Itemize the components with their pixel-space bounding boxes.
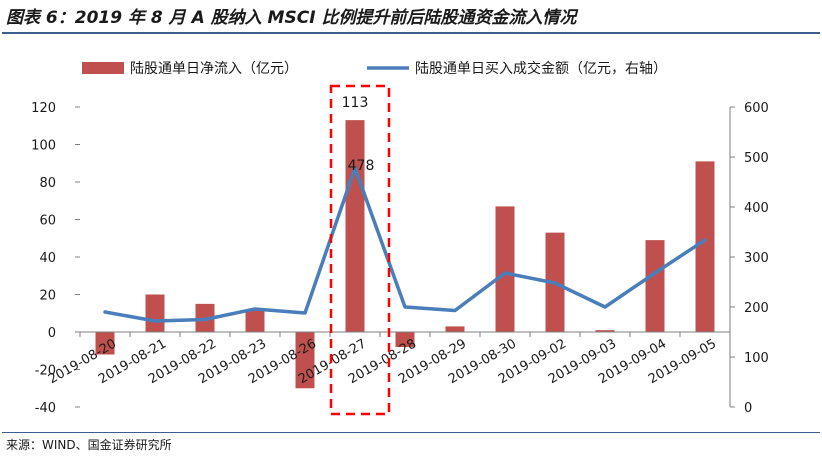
right-axis-tick-label: 200 xyxy=(744,301,769,316)
bar xyxy=(645,240,665,332)
left-axis-tick-label: -20 xyxy=(35,364,56,379)
figure-title: 图表 6：2019 年 8 月 A 股纳入 MSCI 比例提升前后陆股通资金流入… xyxy=(6,8,577,28)
bar xyxy=(695,161,715,332)
source-note: 来源：WIND、国金证券研究所 xyxy=(6,438,172,452)
bar xyxy=(595,330,615,332)
legend-line-label: 陆股通单日买入成交金额（亿元，右轴） xyxy=(415,60,667,77)
right-axis-tick-label: 500 xyxy=(744,151,769,166)
right-axis-tick-label: 0 xyxy=(744,401,752,416)
chart: 陆股通单日净流入（亿元） 陆股通单日买入成交金额（亿元，右轴） -40 -20 0 2… xyxy=(31,60,769,416)
left-axis-tick-label: 0 xyxy=(48,326,56,341)
left-axis-tick-label: -40 xyxy=(35,401,56,416)
bar xyxy=(95,332,115,355)
bar xyxy=(445,326,465,332)
title-divider xyxy=(2,32,820,34)
legend-bar-swatch xyxy=(82,62,124,74)
right-axis: 0 100 200 300 400 500 600 xyxy=(729,101,769,416)
bar xyxy=(145,294,165,332)
legend-bar-label: 陆股通单日净流入（亿元） xyxy=(130,61,298,77)
right-axis-tick-label: 300 xyxy=(744,251,769,266)
left-axis-tick-label: 120 xyxy=(31,101,56,116)
bar xyxy=(245,309,265,332)
bar xyxy=(345,120,365,332)
data-label: 113 xyxy=(342,95,369,111)
left-axis-tick-label: 60 xyxy=(39,214,56,229)
left-axis-tick-label: 100 xyxy=(31,139,56,154)
right-axis-tick-label: 400 xyxy=(744,201,769,216)
bar xyxy=(495,206,515,332)
left-axis-tick-label: 40 xyxy=(39,251,56,266)
line-series xyxy=(103,166,707,323)
data-labels: 113 478 xyxy=(342,95,375,174)
data-label: 478 xyxy=(348,158,375,174)
footer-divider xyxy=(2,432,820,433)
left-axis-tick-label: 80 xyxy=(39,176,56,191)
right-axis-tick-label: 100 xyxy=(744,351,769,366)
line-path xyxy=(103,166,707,323)
highlight-box xyxy=(329,84,391,416)
left-axis-tick-label: 20 xyxy=(39,289,56,304)
bar xyxy=(295,332,315,389)
legend: 陆股通单日净流入（亿元） 陆股通单日买入成交金额（亿元，右轴） xyxy=(82,60,667,77)
bar xyxy=(395,332,415,347)
right-axis-tick-label: 600 xyxy=(744,101,769,116)
left-axis: -40 -20 0 20 40 60 80 100 120 xyxy=(31,101,80,416)
